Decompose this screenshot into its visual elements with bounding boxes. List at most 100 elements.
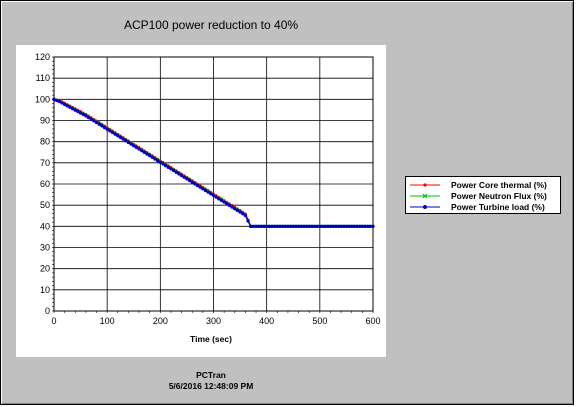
series-lines	[52, 97, 375, 229]
data-point	[283, 224, 287, 229]
data-point	[243, 213, 248, 218]
data-point	[371, 224, 375, 229]
data-point	[150, 155, 155, 159]
data-point	[347, 224, 351, 229]
data-point	[318, 224, 322, 229]
legend-item: Power Turbine load (%)	[408, 202, 560, 212]
data-point	[97, 122, 101, 126]
data-point	[190, 180, 194, 184]
x-tick-label: 400	[259, 316, 274, 326]
data-point	[299, 224, 303, 229]
data-point	[291, 224, 295, 229]
chart-title: ACP100 power reduction to 40%	[123, 18, 299, 32]
data-point	[238, 210, 242, 214]
data-point	[241, 211, 245, 216]
data-point	[57, 99, 62, 104]
data-point	[312, 224, 317, 229]
data-point	[161, 162, 165, 166]
data-point	[155, 158, 160, 163]
data-point	[294, 224, 298, 229]
data-point	[363, 224, 367, 229]
data-point	[323, 224, 327, 229]
data-point	[288, 224, 293, 229]
data-point	[201, 187, 205, 191]
data-point	[137, 147, 141, 151]
legend-swatch	[410, 183, 440, 187]
legend-item: Power Neutron Flux (%)	[408, 191, 560, 201]
y-tick-label: 30	[40, 243, 50, 253]
data-point	[360, 224, 365, 229]
data-point	[259, 224, 264, 229]
data-point	[222, 200, 226, 204]
data-point	[227, 203, 232, 208]
data-point	[169, 167, 173, 171]
data-point	[182, 175, 186, 179]
y-tick-label: 80	[40, 137, 50, 147]
data-point	[179, 173, 184, 178]
legend: Power Core thermal (%) Power Neutron Flu…	[405, 176, 561, 214]
data-point	[286, 224, 290, 229]
data-point	[166, 165, 171, 169]
data-point	[171, 168, 176, 173]
data-point	[140, 148, 144, 153]
data-point	[94, 120, 99, 125]
data-point	[254, 224, 258, 229]
data-point	[110, 130, 115, 135]
data-point	[304, 224, 309, 229]
legend-item: Power Core thermal (%)	[408, 180, 560, 190]
legend-swatch	[410, 205, 440, 209]
data-point	[264, 224, 269, 229]
data-point	[126, 140, 131, 145]
data-point	[275, 224, 279, 229]
x-tick-label: 0	[51, 316, 56, 326]
data-point	[219, 198, 224, 203]
data-point	[89, 117, 93, 121]
y-tick-label: 60	[40, 179, 50, 189]
data-point	[342, 224, 346, 229]
data-point	[358, 224, 362, 229]
data-point	[352, 224, 357, 229]
data-point	[118, 135, 123, 140]
y-tick-label: 110	[36, 73, 50, 83]
data-point	[54, 98, 59, 103]
data-point	[52, 97, 56, 102]
x-tick-label: 600	[365, 316, 380, 326]
series-markers	[52, 97, 375, 229]
data-point	[193, 182, 197, 186]
data-point	[132, 143, 136, 148]
data-point	[336, 224, 341, 229]
data-point	[76, 109, 80, 114]
data-point	[249, 224, 253, 229]
data-point	[339, 224, 343, 229]
data-point	[368, 224, 373, 229]
data-point	[315, 224, 319, 229]
y-tick-label: 100	[35, 94, 50, 104]
data-point	[102, 125, 107, 130]
legend-swatch	[410, 193, 440, 199]
data-point	[296, 224, 301, 229]
data-point	[78, 111, 83, 115]
legend-label: Power Neutron Flux (%)	[451, 191, 547, 201]
data-point	[331, 224, 335, 229]
y-tick-label: 20	[40, 264, 50, 274]
data-point	[158, 160, 163, 164]
data-point	[270, 224, 274, 229]
data-point	[278, 224, 282, 229]
data-point	[198, 185, 202, 189]
y-tick-label: 40	[40, 221, 50, 231]
data-point	[174, 170, 178, 174]
data-point	[116, 134, 120, 138]
data-point	[195, 183, 200, 188]
chart-svg: 0 10 20 30 40 50 60 70 80 90 100 110 120 0 100 200 300 4…	[35, 52, 381, 344]
data-point	[307, 224, 311, 229]
data-point	[233, 206, 237, 211]
data-point	[328, 224, 333, 229]
data-point	[246, 219, 250, 223]
data-point	[124, 139, 128, 143]
data-point	[68, 105, 72, 109]
footer-app-name: PCTran	[196, 370, 226, 380]
y-tick-label: 120	[35, 52, 50, 62]
data-point	[92, 119, 96, 123]
data-point	[129, 142, 133, 146]
y-tick-label: 50	[40, 200, 50, 210]
